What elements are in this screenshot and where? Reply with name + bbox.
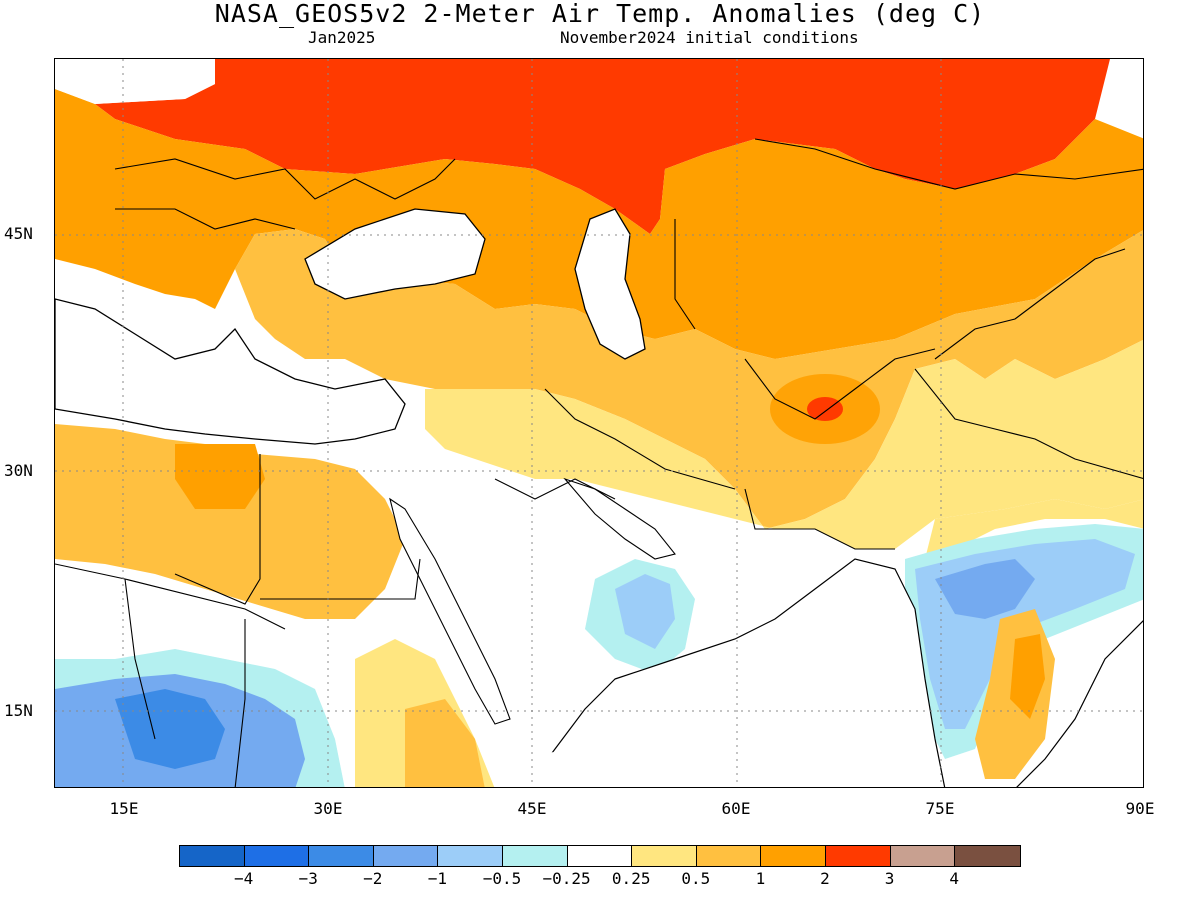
- colorbar-cell: [955, 846, 1020, 866]
- gridlines: [55, 59, 1143, 787]
- colorbar-tick-label: 0.5: [681, 869, 711, 888]
- red-sea: [389, 497, 511, 725]
- anomaly-region-orange-ethiopia: [405, 699, 485, 787]
- anomaly-region-darkorange-libya: [175, 444, 265, 509]
- lat-label-30n: 30N: [4, 461, 33, 480]
- mediterranean-sea: [55, 298, 406, 445]
- lon-label-75e: 75E: [925, 799, 955, 818]
- colorbar-tick-label: 0.25: [611, 869, 651, 888]
- colorbar: [179, 845, 1021, 867]
- colorbar-tick-label: −3: [298, 869, 318, 888]
- colorbar-tick-label: 2: [820, 869, 830, 888]
- colorbar-cell: [632, 846, 697, 866]
- anomaly-region-red-north: [95, 59, 1110, 234]
- anomaly-region-orange-nafrica: [55, 424, 405, 619]
- colorbar-tick-label: 3: [884, 869, 895, 888]
- colorbar-cell: [567, 846, 633, 866]
- lat-label-45n: 45N: [4, 224, 33, 243]
- anomaly-region-medblue-india: [935, 559, 1035, 619]
- colorbar-tick-label: −1: [427, 869, 448, 888]
- anomaly-region-lightorange-mid: [235, 229, 1143, 529]
- colorbar-cell: [825, 846, 891, 866]
- anomaly-region-medblue-wafrica: [115, 689, 225, 769]
- colorbar-tick-label: −2: [363, 869, 383, 888]
- persian-gulf: [563, 477, 676, 560]
- anomaly-map: [54, 58, 1144, 788]
- lon-label-45e: 45E: [517, 799, 547, 818]
- lon-label-30e: 30E: [313, 799, 343, 818]
- map-canvas: [55, 59, 1143, 787]
- colorbar-tick-label: 4: [949, 869, 960, 888]
- colorbar-tick-label: −0.5: [482, 869, 522, 888]
- lon-label-15e: 15E: [109, 799, 139, 818]
- bay-of-bengal: [1016, 620, 1143, 787]
- colorbar-cell: [890, 846, 956, 866]
- colorbar-cell: [373, 846, 439, 866]
- colorbar-cell: [761, 846, 826, 866]
- colorbar-tick-label: 1: [755, 869, 766, 888]
- colorbar-tick-label: −4: [233, 869, 254, 888]
- anomaly-region-blue-arabia: [615, 574, 675, 649]
- lon-label-60e: 60E: [721, 799, 751, 818]
- colorbar-cell: [502, 846, 568, 866]
- colorbar-tick-label: −0.25: [542, 869, 591, 888]
- colorbar-cell: [438, 846, 503, 866]
- lon-label-90e: 90E: [1125, 799, 1155, 818]
- colorbar-cell: [309, 846, 374, 866]
- colorbar-cell: [244, 846, 310, 866]
- forecast-month: Jan2025: [308, 28, 376, 47]
- initial-conditions: November2024 initial conditions: [560, 28, 859, 47]
- lat-label-15n: 15N: [4, 701, 33, 720]
- anomaly-region-yellow-india: [925, 499, 1143, 559]
- caspian-sea: [574, 208, 646, 360]
- anomaly-region-yellow-mid: [425, 340, 1143, 549]
- colorbar-cell: [696, 846, 762, 866]
- colorbar-cell: [180, 846, 245, 866]
- borders: [55, 138, 1143, 787]
- map-title: NASA_GEOS5v2 2-Meter Air Temp. Anomalies…: [214, 0, 986, 28]
- black-sea: [304, 208, 486, 300]
